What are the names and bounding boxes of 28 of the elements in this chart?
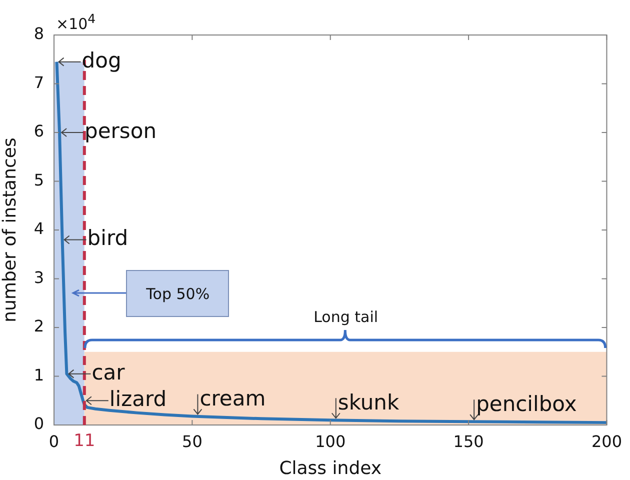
annotation: cream	[200, 386, 266, 411]
ref-line-label: 11	[74, 430, 96, 451]
y-tick-label: 0	[34, 414, 44, 434]
y-tick-label: 4	[34, 219, 44, 238]
y-tick-label: 3	[34, 268, 44, 287]
annotation: lizard	[109, 387, 167, 412]
y-tick-label: 7	[34, 72, 44, 92]
annotation: bird	[87, 226, 128, 250]
y-tick-label: 1	[34, 365, 44, 384]
annotation: car	[92, 360, 126, 384]
x-tick-label: 200	[591, 432, 622, 451]
y-tick-label: 2	[34, 316, 44, 336]
x-tick-label: 50	[182, 432, 202, 451]
text: ×10$^{4}$	[56, 11, 96, 33]
x-tick-label: 100	[315, 432, 346, 451]
x-tick-label: 150	[453, 432, 484, 451]
y-axis-title: number of instances	[0, 138, 20, 322]
annotation: Long tail	[314, 308, 378, 326]
y-tick-label: 8	[34, 24, 44, 44]
y-tick-label: 6	[34, 122, 44, 141]
annotation: skunk	[338, 390, 400, 415]
annotation: person	[84, 118, 157, 143]
x-tick-label: 0	[48, 432, 60, 451]
annotation: dog	[82, 48, 122, 72]
x-axis-title: Class index	[279, 458, 382, 479]
y-tick-label: 5	[34, 170, 44, 190]
annotation: pencilbox	[476, 392, 577, 416]
annotation: Top 50%	[126, 270, 230, 318]
